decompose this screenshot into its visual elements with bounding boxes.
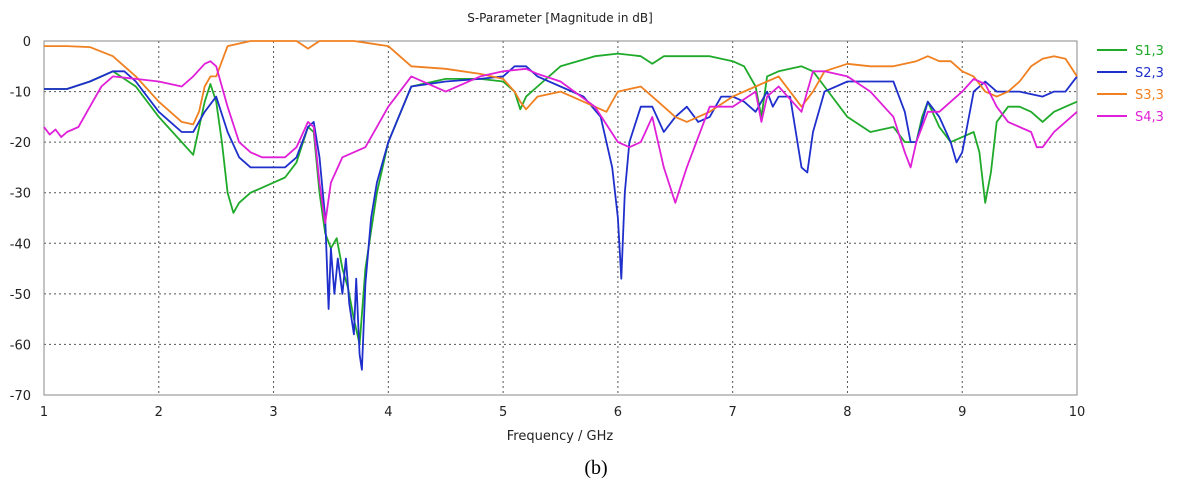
y-tick-label: -60: [10, 338, 31, 353]
x-tick-label: 4: [384, 405, 392, 420]
series-line-S2-3: [44, 65, 1078, 371]
series-line-S4-3: [43, 60, 1078, 225]
x-tick-label: 3: [269, 405, 277, 420]
legend-label: S4,3: [1135, 110, 1164, 125]
legend-item-S2-3[interactable]: S2,3: [1097, 66, 1164, 81]
tick-labels: 1 2 3 4 5 6 7 8 9 10 0 -10 -20 -30 -40 -50 -60 -70: [10, 35, 1086, 420]
x-tick-label: 5: [499, 405, 507, 420]
y-tick-label: -40: [10, 237, 31, 252]
legend-label: S3,3: [1135, 88, 1164, 103]
y-tick-label: -30: [10, 187, 31, 202]
legend-item-S3-3[interactable]: S3,3: [1097, 88, 1164, 103]
legend-item-S4-3[interactable]: S4,3: [1097, 110, 1164, 125]
legend-label: S1,3: [1135, 44, 1164, 59]
series-line-S1-3: [44, 52, 1078, 346]
legend-item-S1-3[interactable]: S1,3: [1097, 44, 1164, 59]
x-tick-label: 9: [958, 405, 966, 420]
y-tick-label: -20: [10, 136, 31, 151]
x-tick-label: 10: [1069, 405, 1086, 420]
x-axis-title: Frequency / GHz: [507, 429, 614, 444]
x-tick-label: 1: [40, 405, 48, 420]
y-tick-label: -50: [10, 288, 31, 303]
x-tick-label: 6: [614, 405, 622, 420]
plot-frame: [43, 40, 1078, 396]
y-tick-label: 0: [23, 35, 31, 50]
y-tick-label: -10: [10, 86, 31, 101]
series-lines: [43, 40, 1078, 371]
x-tick-label: 7: [729, 405, 737, 420]
legend[interactable]: S1,3 S2,3 S3,3 S4,3: [1097, 44, 1164, 125]
grid: [44, 41, 1077, 395]
y-tick-label: -70: [10, 389, 31, 404]
x-tick-label: 8: [843, 405, 851, 420]
figure-caption: (b): [584, 457, 607, 479]
series-line-S3-3: [44, 40, 1078, 126]
legend-label: S2,3: [1135, 66, 1164, 81]
chart-title: S-Parameter [Magnitude in dB]: [467, 11, 653, 25]
x-tick-label: 2: [155, 405, 163, 420]
